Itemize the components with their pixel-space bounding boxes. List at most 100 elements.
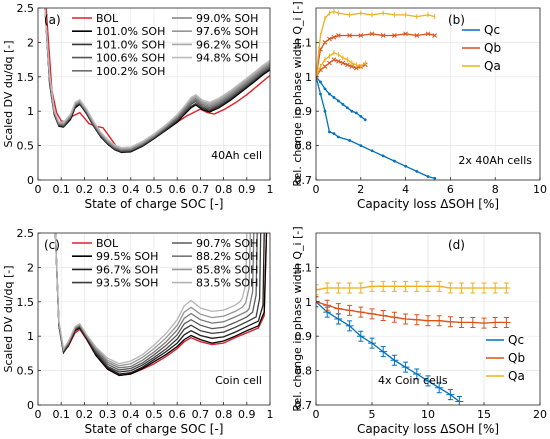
x-tick-label: 8: [492, 183, 499, 196]
y-tick-label: 0: [27, 399, 34, 412]
data-point: [353, 65, 359, 71]
panel-1: 0 2 4 6 8 10 0.7 0.8 0.9 1 1.1 Capacity loss ΔSOH […: [291, 1, 547, 211]
data-point: [381, 154, 385, 158]
data-point: [404, 164, 407, 168]
data-point: [401, 280, 410, 292]
data-point: [446, 282, 455, 294]
data-point: [319, 80, 322, 84]
data-point: [356, 330, 365, 342]
axes-frame: [315, 7, 541, 181]
series-line: [316, 33, 435, 77]
x-axis-label: State of charge SOC [-]: [84, 197, 223, 211]
data-point: [332, 96, 336, 99]
x-tick-label: 4: [402, 183, 409, 196]
data-point: [328, 130, 331, 134]
panel-label: (b): [448, 13, 465, 27]
y-tick-label: 0.9: [295, 330, 313, 343]
y-tick-label: 2.5: [17, 227, 35, 240]
panel-label: (d): [448, 238, 465, 252]
y-tick-label: 1.5: [17, 296, 35, 309]
legend: Qc Qb Qa: [486, 333, 525, 383]
legend-label: 101.0% SOH: [96, 38, 165, 51]
x-tick-label: 0: [313, 183, 320, 196]
data-point: [328, 92, 331, 96]
x-tick-label: 0.1: [52, 183, 70, 196]
x-tick-label: 0.3: [99, 408, 117, 421]
y-tick-label: 1.1: [295, 36, 313, 49]
data-point: [393, 159, 396, 163]
data-point: [401, 361, 410, 373]
legend-label: 88.2% SOH: [196, 250, 258, 263]
data-point: [468, 282, 477, 294]
legend-label: 99.5% SOH: [96, 250, 158, 263]
data-point: [426, 175, 430, 178]
series-line: [54, 233, 248, 365]
x-tick-label: 0.4: [122, 183, 140, 196]
x-tick-label: 0.1: [52, 408, 70, 421]
data-point: [435, 382, 444, 394]
data-point: [356, 282, 365, 294]
panel-3: 0 5 10 15 20 0.7 0.8 0.9 1 1.1 Capacity loss ΔSOH …: [291, 226, 547, 436]
series-line: [54, 233, 268, 377]
x-tick-label: 0.4: [122, 408, 140, 421]
x-tick-label: 0.7: [192, 408, 210, 421]
legend-label: 101.0% SOH: [96, 25, 165, 38]
legend-label: 85.8% SOH: [196, 263, 258, 276]
data-point: [502, 316, 511, 328]
data-point: [334, 313, 343, 325]
legend-label: 96.7% SOH: [96, 263, 158, 276]
legend-label: Qb: [508, 351, 525, 365]
data-point: [319, 92, 322, 96]
data-point: [435, 315, 444, 327]
data-point: [323, 109, 327, 113]
data-point: [403, 31, 408, 37]
y-tick-label: 0.9: [295, 105, 313, 118]
data-point: [337, 135, 340, 139]
data-point: [341, 102, 345, 106]
legend-label: Qc: [508, 333, 524, 347]
data-point: [415, 170, 419, 173]
data-point: [322, 40, 328, 45]
x-axis-label: Capacity loss ΔSOH [%]: [357, 197, 499, 211]
data-point: [363, 118, 367, 122]
data-point: [432, 33, 438, 38]
x-tick-label: 0.8: [215, 408, 233, 421]
data-point: [425, 31, 431, 37]
legend-label: 94.8% SOH: [196, 52, 258, 65]
panel-label: (c): [44, 238, 60, 252]
data-point: [334, 282, 343, 294]
x-tick-label: 0: [35, 183, 42, 196]
x-tick-label: 1: [267, 408, 274, 421]
data-point: [480, 282, 488, 294]
data-point: [345, 282, 354, 294]
data-point: [327, 60, 332, 66]
data-point: [379, 346, 388, 358]
x-tick-label: 0: [35, 408, 42, 421]
legend-label: BOL: [96, 237, 119, 250]
data-point: [336, 58, 341, 64]
x-tick-label: 0.9: [238, 408, 256, 421]
series-line: [316, 301, 460, 403]
data-point: [502, 282, 511, 294]
data-point: [358, 33, 364, 38]
data-point: [347, 33, 352, 38]
data-point: [390, 280, 399, 292]
series-line: [316, 10, 435, 77]
x-tick-label: 15: [477, 408, 491, 421]
legend-label: Qb: [484, 41, 501, 55]
legend-label: 90.7% SOH: [196, 237, 258, 250]
data-point: [368, 280, 376, 292]
x-axis-label: Capacity loss ΔSOH [%]: [357, 422, 499, 436]
x-tick-label: 0: [313, 408, 320, 421]
x-tick-label: 5: [369, 408, 376, 421]
panel-annotation: 2x 40Ah cells: [458, 154, 532, 167]
data-point: [390, 311, 399, 323]
data-point: [323, 87, 327, 91]
data-point: [455, 396, 464, 405]
x-tick-label: 10: [421, 408, 435, 421]
data-point: [359, 114, 363, 118]
panel-annotation: Coin cell: [215, 374, 262, 387]
plot-area: [316, 8, 438, 180]
data-point: [331, 34, 337, 40]
